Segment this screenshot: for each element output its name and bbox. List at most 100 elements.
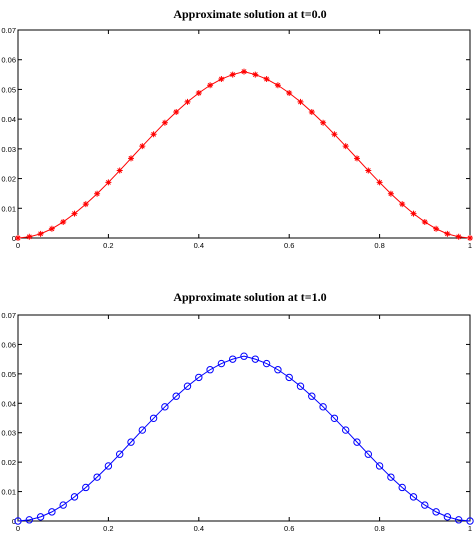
y-tick-label: 0.03 [1,429,16,438]
data-point [149,414,158,422]
y-tick-label: 0.01 [1,204,16,213]
data-point [14,517,22,525]
data-point [104,462,113,470]
data-point [37,230,44,237]
data-point [262,359,271,368]
x-tick-label: 1 [468,241,472,250]
x-tick-label: 0.6 [284,524,294,533]
data-point [297,98,304,105]
x-tick-label: 0 [16,241,20,250]
data-point [286,89,293,96]
chart-1: Approximate solution at t=0.0 0 0.2 0.4 0.6 0… [1,7,473,250]
y-tick-label: 0.02 [1,458,16,467]
plot-frame [17,29,471,239]
series-line [17,355,471,522]
data-point [433,225,440,232]
data-point [376,179,383,186]
data-point [172,392,180,400]
data-point [387,473,395,481]
y-tick-label: 0.06 [1,56,16,65]
x-tick-label: 0.2 [103,524,113,533]
data-point [71,210,78,217]
data-point [93,473,101,481]
y-tick-label: 0.07 [1,26,16,35]
chart-2: Approximate solution at t=1.0 0 0.2 0.4 0.6 0… [1,290,474,533]
data-point [466,517,474,525]
data-point [354,155,360,162]
data-point [353,438,361,446]
data-point [161,403,169,411]
data-point [25,516,33,524]
data-point [330,414,339,422]
data-point [421,501,429,509]
x-tick-label: 0.8 [374,524,384,533]
data-point [105,179,112,186]
data-point [274,82,281,89]
data-point [364,450,372,458]
y-tick-label: 0.05 [1,85,16,94]
data-point [94,190,101,197]
y-tick-label: 0.07 [1,311,16,320]
data-point [308,392,316,400]
data-point [138,426,147,434]
y-tick-label: 0 [12,517,16,526]
y-tick-label: 0.06 [1,340,16,349]
data-point [26,233,33,240]
data-point [48,508,56,516]
chart-title: Approximate solution at t=0.0 [173,7,326,21]
data-point [410,210,417,217]
y-tick-label: 0.05 [1,370,16,379]
data-point [59,501,67,509]
data-point [252,71,259,78]
data-point [15,235,21,241]
data-point [409,493,418,501]
y-tick-label: 0.02 [1,175,16,184]
data-point [240,352,248,360]
data-point [36,513,45,521]
data-point [183,382,192,390]
data-point [263,76,270,83]
data-point [455,233,462,240]
data-point [308,109,315,116]
x-tick-label: 0.6 [284,241,294,250]
data-point [296,382,305,390]
data-point [285,373,293,382]
data-point [241,68,247,75]
x-tick-label: 0 [16,524,20,533]
y-tick-label: 0.01 [1,488,16,497]
data-point [70,493,79,501]
x-tick-label: 1 [468,524,472,533]
data-point [455,516,463,524]
y-tick-label: 0.04 [1,399,16,408]
data-point [467,235,473,241]
data-point [82,483,90,492]
data-point [443,513,452,521]
data-point [161,119,168,126]
data-point [375,462,384,470]
data-point [274,366,282,374]
data-point [444,230,451,237]
data-point [195,373,203,382]
data-point [331,131,338,138]
data-point [432,508,440,516]
data-point [173,109,180,116]
x-tick-label: 0.4 [194,524,204,533]
data-point [116,167,123,174]
data-point [48,225,55,232]
data-point [399,201,406,208]
data-point [421,218,428,225]
data-point [251,355,260,363]
data-point [127,438,135,446]
data-point [398,483,406,492]
data-point [319,403,327,411]
data-point [139,143,146,150]
data-point [229,71,236,78]
plot-frame [17,314,471,522]
data-point [320,119,327,126]
x-tick-label: 0.4 [194,241,204,250]
data-point [195,89,202,96]
data-point [82,201,89,208]
data-point [342,143,349,150]
x-tick-label: 0.2 [103,241,113,250]
